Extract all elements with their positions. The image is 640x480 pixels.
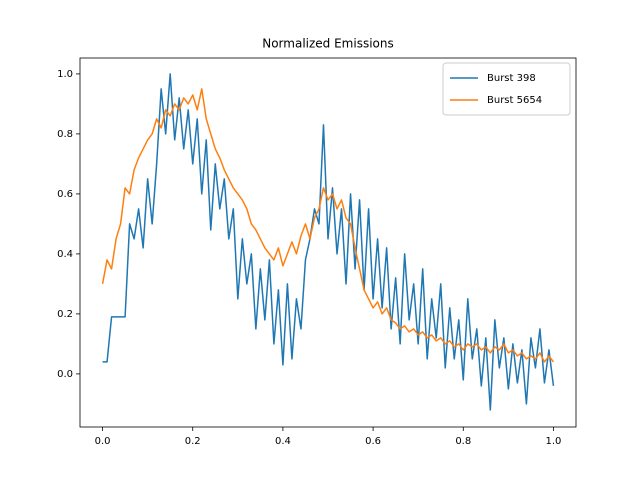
y-tick-label: 0.6 <box>57 189 73 200</box>
legend-label: Burst 398 <box>487 73 536 84</box>
axes-frame <box>79 57 577 428</box>
x-tick-label: 0.2 <box>185 436 201 447</box>
x-tick-label: 0.0 <box>95 436 111 447</box>
series-line <box>102 73 555 411</box>
x-tick-label: 0.8 <box>455 436 471 447</box>
y-tick-label: 0.0 <box>57 369 73 380</box>
y-tick-label: 0.4 <box>57 249 73 260</box>
legend-box <box>442 62 571 116</box>
series-line <box>101 88 555 363</box>
chart-title: Normalized Emissions <box>262 37 394 51</box>
y-tick-label: 1.0 <box>57 69 73 80</box>
y-tick-label: 0.8 <box>57 129 73 140</box>
y-tick-label: 0.2 <box>57 309 73 320</box>
legend-label: Burst 5654 <box>487 95 542 106</box>
x-tick-label: 0.6 <box>365 436 381 447</box>
x-tick-label: 1.0 <box>546 436 562 447</box>
x-tick-label: 0.4 <box>275 436 291 447</box>
